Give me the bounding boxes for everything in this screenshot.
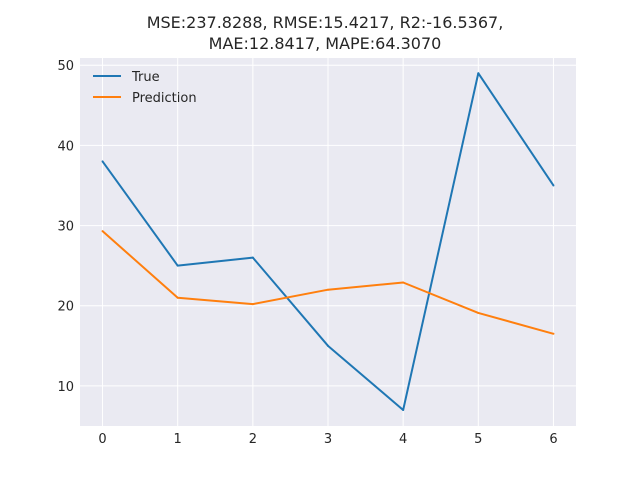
- data-point: [402, 281, 405, 284]
- x-tick-label: 0: [98, 432, 106, 447]
- data-point: [327, 344, 329, 347]
- legend-label: Prediction: [132, 91, 197, 106]
- grid: [80, 58, 576, 426]
- x-tick-label: 5: [474, 432, 482, 447]
- series-true: [101, 72, 555, 411]
- data-point: [402, 408, 405, 411]
- data-point: [552, 184, 555, 187]
- x-tick-label: 1: [174, 432, 182, 447]
- data-point: [552, 332, 555, 335]
- data-point: [477, 72, 480, 75]
- data-point: [101, 160, 104, 163]
- data-point: [251, 256, 254, 259]
- x-tick-label: 6: [549, 432, 557, 447]
- x-tick-label: 2: [249, 432, 257, 447]
- chart-title-line-1: MSE:237.8288, RMSE:15.4217, R2:-16.5367,: [147, 13, 504, 32]
- data-point: [176, 296, 179, 299]
- data-point: [327, 288, 329, 291]
- series-prediction: [101, 230, 555, 335]
- x-tick-label: 4: [399, 432, 407, 447]
- x-tick-label: 3: [324, 432, 332, 447]
- legend: True Prediction: [93, 70, 197, 106]
- tick-labels: 0 1 2 3 4 5 6 10 20 30 40 50: [57, 59, 557, 447]
- series-layer: [101, 72, 555, 411]
- y-tick-label: 10: [57, 380, 74, 395]
- y-tick-label: 40: [57, 139, 74, 154]
- data-point: [176, 264, 179, 267]
- data-point: [251, 303, 254, 306]
- data-point: [101, 230, 104, 233]
- y-tick-label: 30: [57, 220, 74, 235]
- legend-label: True: [131, 70, 160, 85]
- y-tick-label: 20: [57, 300, 74, 315]
- data-point: [477, 311, 480, 314]
- chart-title-line-2: MAE:12.8417, MAPE:64.3070: [209, 34, 442, 53]
- y-tick-label: 50: [57, 59, 74, 74]
